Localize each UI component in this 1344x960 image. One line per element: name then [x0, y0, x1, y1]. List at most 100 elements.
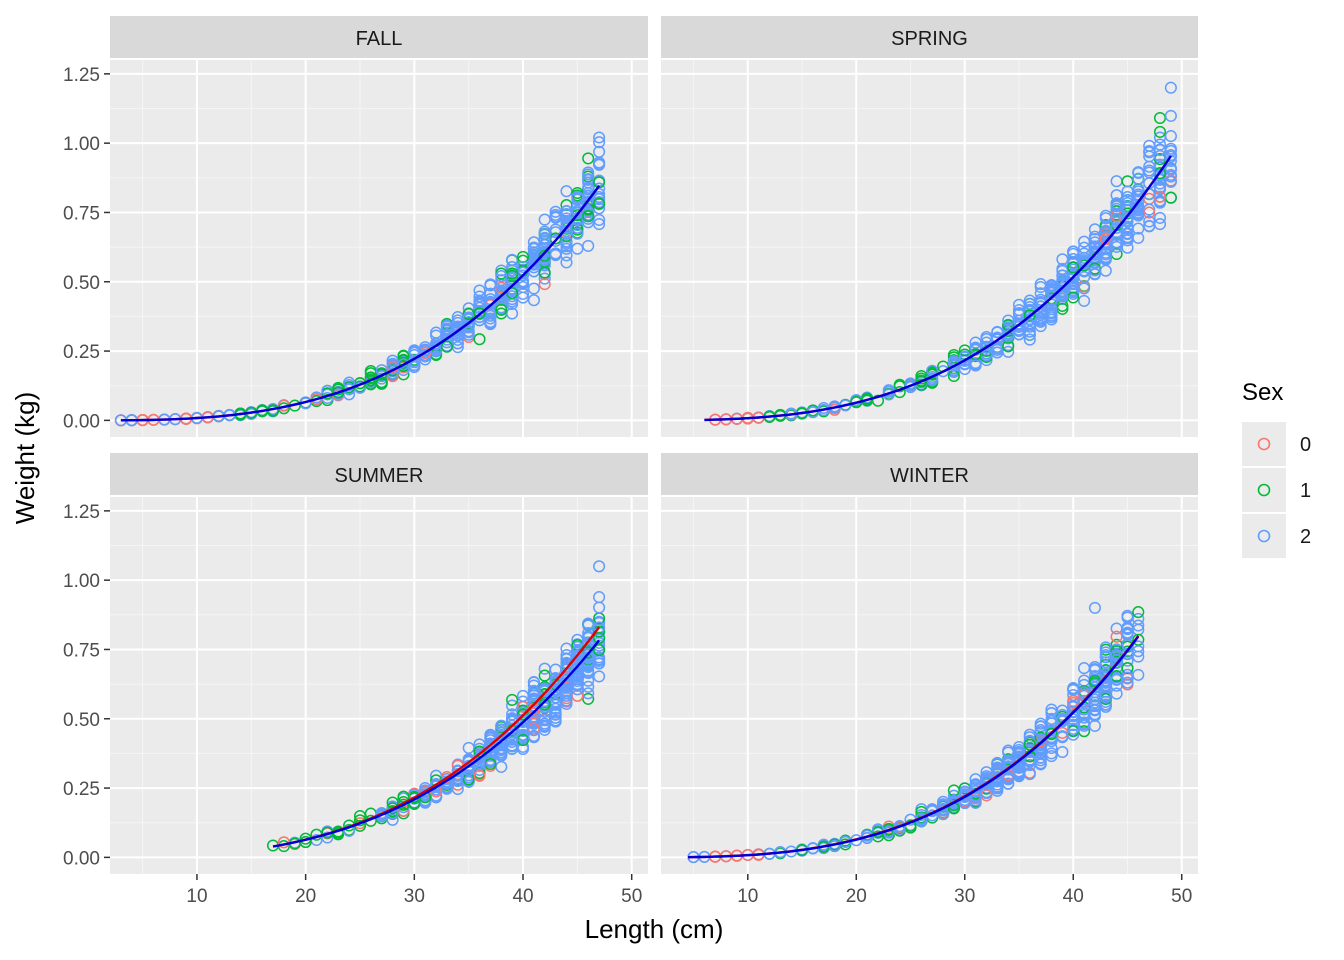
- data-point: [1164, 154, 1177, 168]
- data-point: [506, 728, 519, 741]
- data-point: [527, 731, 540, 744]
- data-point: [1056, 290, 1069, 303]
- data-point: [495, 760, 508, 773]
- data-point: [1034, 280, 1047, 294]
- data-point: [1121, 609, 1134, 622]
- data-point: [1164, 130, 1177, 143]
- data-point: [582, 692, 595, 705]
- y-tick-label: 0.50: [63, 710, 100, 731]
- data-point: [991, 346, 1004, 359]
- data-point: [484, 318, 497, 331]
- data-point: [516, 277, 530, 291]
- data-point: [484, 741, 497, 754]
- data-point: [1164, 142, 1177, 155]
- data-point: [582, 618, 595, 631]
- data-point: [593, 136, 606, 149]
- data-point: [516, 260, 530, 273]
- legend-key-bg: [1242, 468, 1286, 512]
- data-point: [593, 670, 606, 683]
- data-point: [1132, 231, 1145, 244]
- data-point-max: [1164, 81, 1177, 94]
- data-point: [495, 303, 508, 316]
- data-point: [310, 393, 323, 406]
- data-point: [980, 354, 993, 367]
- data-point: [1078, 719, 1091, 732]
- data-point: [1023, 768, 1036, 781]
- data-point: [1132, 645, 1145, 658]
- data-point: [516, 689, 530, 702]
- data-point: [538, 231, 551, 244]
- data-point: [473, 738, 486, 751]
- fit-line-blue: [688, 635, 1140, 859]
- data-point: [1067, 708, 1080, 722]
- data-point: [473, 745, 486, 758]
- data-point: [1143, 220, 1156, 233]
- x-tick-label: 30: [954, 886, 975, 907]
- data-point: [538, 278, 551, 291]
- data-point: [958, 362, 971, 376]
- data-point: [1067, 683, 1080, 696]
- data-point: [980, 778, 993, 791]
- data-point: [1067, 247, 1080, 260]
- data-point: [1164, 109, 1177, 122]
- data-point: [506, 286, 519, 300]
- data-point: [560, 697, 573, 710]
- data-point: [1067, 261, 1080, 274]
- y-tick-label: 1.25: [63, 65, 100, 86]
- data-point: [1023, 755, 1036, 768]
- data-point: [1121, 662, 1134, 675]
- data-point: [1034, 751, 1047, 764]
- legend-label: 0: [1300, 434, 1311, 456]
- x-tick-label: 50: [1171, 886, 1192, 907]
- data-point: [1153, 149, 1167, 162]
- data-point: [527, 282, 540, 295]
- data-point: [1099, 641, 1112, 654]
- facet-panel-winter: WINTER 10 20 30 40 50: [661, 453, 1198, 907]
- data-point: [386, 354, 399, 367]
- data-point: [538, 717, 551, 730]
- x-tick-label: 30: [404, 886, 425, 907]
- legend-key-2: [1257, 529, 1271, 543]
- data-point-max: [593, 560, 606, 573]
- data-point: [473, 333, 486, 346]
- data-point: [560, 256, 573, 269]
- data-point: [321, 831, 334, 844]
- data-point: [1121, 671, 1134, 684]
- facet-panel-summer: SUMMER 0.00 0.25 0.50 0.75 1.00 1.25 10 20 30 40 50: [63, 453, 648, 907]
- y-tick-label: 0.00: [63, 411, 100, 432]
- data-point: [1099, 224, 1112, 237]
- data-point: [593, 657, 606, 670]
- data-point: [1143, 139, 1156, 152]
- data-point: [1132, 172, 1145, 185]
- data-point: [495, 264, 508, 277]
- data-point: [1002, 771, 1015, 784]
- data-point: [430, 338, 443, 351]
- legend-key-bg: [1242, 514, 1286, 558]
- x-axis-title: Length (cm): [585, 914, 724, 944]
- data-point: [484, 309, 497, 322]
- data-point: [1078, 258, 1091, 271]
- data-point: [882, 384, 895, 397]
- data-point: [1132, 640, 1145, 653]
- data-point: [560, 242, 573, 255]
- data-point: [593, 644, 606, 657]
- data-point: [593, 591, 606, 604]
- data-point: [538, 684, 551, 697]
- data-point: [506, 267, 519, 280]
- data-point: [1056, 731, 1069, 744]
- legend-label: 2: [1300, 526, 1311, 548]
- data-point: [1056, 745, 1069, 759]
- data-point: [1121, 628, 1134, 641]
- data-point: [1099, 246, 1112, 259]
- x-tick-label: 10: [737, 886, 758, 907]
- data-point: [462, 773, 475, 786]
- panels: FALL 0.00 0.25 0.50 0.75 1.00 1.25 SPRING SUMMER…: [63, 16, 1198, 907]
- data-point: [440, 340, 453, 353]
- data-point: [593, 625, 606, 638]
- data-point: [1164, 175, 1177, 188]
- data-point: [1153, 181, 1167, 194]
- data-point: [332, 386, 345, 399]
- data-point: [1164, 162, 1177, 175]
- data-point: [1067, 722, 1080, 735]
- data-point: [1002, 777, 1015, 790]
